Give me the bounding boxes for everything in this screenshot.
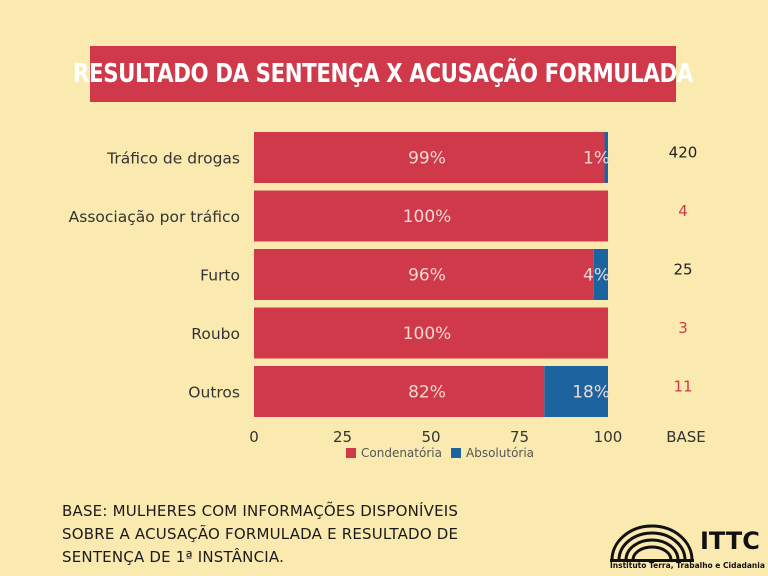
title-banner: RESULTADO DA SENTENÇA X ACUSAÇÃO FORMULA… <box>73 46 693 102</box>
bar-absolutoria <box>593 249 608 300</box>
category-label: Associação por tráfico <box>69 208 240 226</box>
footnote-line-2: SOBRE A ACUSAÇÃO FORMULADA E RESULTADO D… <box>62 525 459 543</box>
data-label-condenatoria: 99% <box>408 149 446 169</box>
data-label-condenatoria: 96% <box>408 266 446 286</box>
data-label-absolutoria: 1% <box>583 149 610 169</box>
legend-label-condenatoria: Condenatória <box>361 446 442 460</box>
bar-condenatoria <box>254 307 608 359</box>
bar-condenatoria <box>254 249 594 300</box>
legend-label-absolutoria: Absolutória <box>466 446 534 460</box>
data-label-absolutoria: 18% <box>572 383 610 403</box>
x-tick-label: 50 <box>421 428 440 446</box>
base-header: BASE <box>666 428 706 446</box>
category-label: Furto <box>200 267 240 285</box>
category-label: Outros <box>188 384 240 402</box>
bar-condenatoria <box>254 132 605 183</box>
ittc-logo-icon <box>610 524 694 562</box>
base-value: 420 <box>669 144 698 162</box>
base-value: 4 <box>678 202 688 220</box>
footnote-line-1: BASE: MULHERES COM INFORMAÇÕES DISPONÍVE… <box>62 502 459 520</box>
base-value: 11 <box>673 378 692 396</box>
data-label-condenatoria: 100% <box>403 324 452 344</box>
category-label: Tráfico de drogas <box>106 150 240 168</box>
legend-swatch-condenatoria <box>346 448 356 458</box>
footnote: BASE: MULHERES COM INFORMAÇÕES DISPONÍVE… <box>62 500 542 569</box>
x-tick-label: 100 <box>594 428 623 446</box>
data-label-absolutoria: 4% <box>583 266 610 286</box>
legend-swatch-absolutoria <box>451 448 461 458</box>
bar-absolutoria <box>544 366 608 417</box>
data-label-condenatoria: 82% <box>408 383 446 403</box>
bar-condenatoria <box>254 366 545 417</box>
base-value: 3 <box>678 319 688 337</box>
x-tick-label: 75 <box>510 428 529 446</box>
chart-title: RESULTADO DA SENTENÇA X ACUSAÇÃO FORMULA… <box>73 59 693 89</box>
footnote-line-3: SENTENÇA DE 1ª INSTÂNCIA. <box>62 548 285 566</box>
x-tick-label: 25 <box>333 428 352 446</box>
logo-name: ITTC <box>700 527 760 555</box>
bar-condenatoria <box>254 190 608 242</box>
bar-absolutoria <box>604 132 608 183</box>
category-label: Roubo <box>191 325 240 343</box>
data-label-condenatoria: 100% <box>403 207 452 227</box>
x-tick-label: 0 <box>249 428 259 446</box>
stacked-bar-chart: Tráfico de drogas 99% 1% 420 Associação por … <box>69 132 706 460</box>
logo-subtitle: Instituto Terra, Trabalho e Cidadania <box>610 561 765 570</box>
base-value: 25 <box>673 261 692 279</box>
